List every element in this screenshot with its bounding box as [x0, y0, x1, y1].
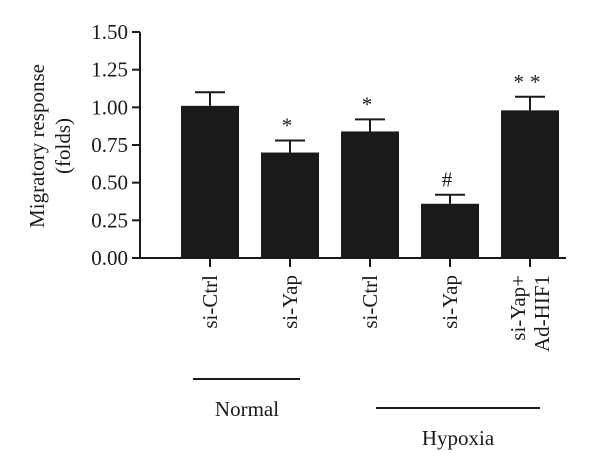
bar: [501, 110, 559, 258]
y-tick-label: 0.50: [91, 171, 128, 195]
x-tick-label: si-Ctrl: [198, 275, 222, 329]
x-tick-label: si-Yap: [438, 275, 462, 329]
x-tick-label: si-Ctrl: [358, 275, 382, 329]
annotation: *: [282, 113, 299, 137]
x-tick-label: si-Yap+Ad-HIF1: [506, 275, 554, 352]
bar: [421, 203, 479, 258]
y-tick-label: 0.25: [91, 208, 128, 232]
bar: [181, 105, 239, 259]
y-axis-label: Migratory response(folds): [25, 64, 75, 228]
annotation: #: [442, 168, 459, 192]
bar: [261, 152, 319, 258]
annotation: *: [362, 92, 379, 116]
annotation: **: [514, 70, 547, 94]
bar: [341, 131, 399, 258]
group-label: Normal: [215, 397, 279, 421]
y-tick-label: 1.25: [91, 58, 128, 82]
y-tick-label: 1.50: [91, 20, 128, 44]
y-tick-label: 1.00: [91, 95, 128, 119]
group-label: Hypoxia: [422, 426, 495, 450]
y-tick-label: 0.75: [91, 133, 128, 157]
x-tick-label: si-Yap: [278, 275, 302, 329]
y-tick-label: 0.00: [91, 246, 128, 270]
